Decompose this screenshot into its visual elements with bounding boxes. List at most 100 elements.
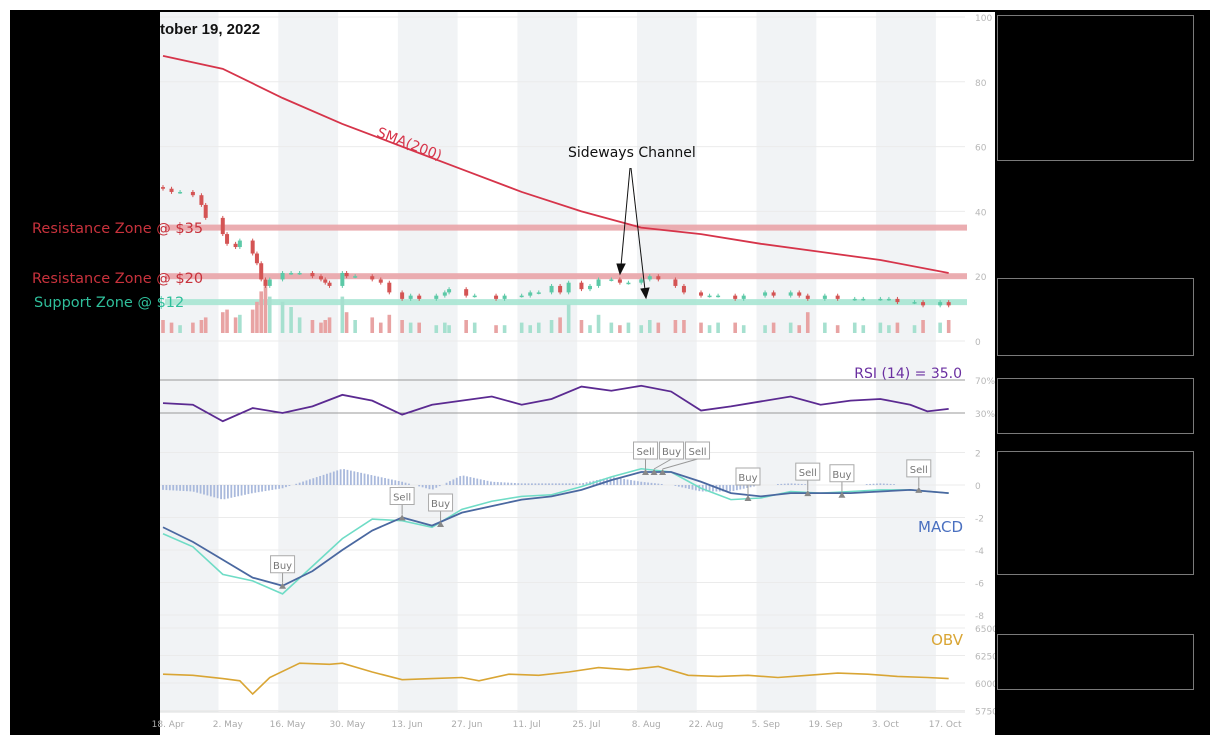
rsi-panel <box>160 379 965 423</box>
macd-histogram-bar <box>459 476 462 485</box>
macd-histogram-bar <box>660 483 663 485</box>
macd-histogram-bar <box>729 485 731 492</box>
volume-bar <box>682 320 686 333</box>
macd-histogram-bar <box>367 474 369 485</box>
candle-body <box>822 295 827 299</box>
candle-body <box>464 289 469 296</box>
macd-histogram-bar <box>267 485 270 491</box>
macd-y-tick: -2 <box>975 515 984 525</box>
macd-histogram-bar <box>893 484 895 485</box>
macd-histogram-bar <box>876 483 878 485</box>
candle-body <box>946 302 951 306</box>
candle-body <box>797 292 802 296</box>
volume-bar <box>502 325 507 333</box>
channel-arrows <box>616 167 650 300</box>
signal-marker <box>804 490 812 497</box>
zone-support-12 <box>165 299 967 306</box>
macd-histogram-bar <box>418 485 421 487</box>
macd-histogram-bar <box>565 483 567 485</box>
candle-body <box>741 295 746 299</box>
volume-bar <box>618 325 622 333</box>
macd-histogram-bar <box>507 482 509 485</box>
macd-histogram-bar <box>513 483 516 485</box>
candle-body <box>442 292 447 296</box>
support-12-label: Support Zone @ $12 <box>34 295 184 311</box>
obv-y-tick: 6250 <box>975 653 998 663</box>
volume-bar <box>417 322 421 333</box>
macd-histogram-bar <box>298 482 301 485</box>
volume-bar <box>528 325 533 333</box>
volume-bar <box>297 317 302 333</box>
price-y-tick: 20 <box>975 273 987 283</box>
candle-body <box>318 276 323 280</box>
volume-bar <box>823 322 827 333</box>
candle-body <box>203 204 208 218</box>
signal-flag-buy <box>735 467 761 486</box>
candle-body <box>502 295 507 299</box>
macd-histogram-bar <box>804 484 807 485</box>
volume-bar <box>263 286 268 333</box>
volume-bar <box>353 320 357 333</box>
candle-body <box>733 295 738 299</box>
macd-y-tick: -8 <box>975 612 984 622</box>
macd-histogram-bar <box>725 485 728 492</box>
zone-resistance-20 <box>165 273 967 280</box>
volume-bar <box>191 322 195 333</box>
macd-histogram-bar <box>346 469 349 485</box>
zone-resistance-35 <box>165 224 967 231</box>
macd-histogram-bar <box>230 485 233 498</box>
macd-histogram-bar <box>172 485 175 491</box>
macd-histogram-bar <box>449 481 451 485</box>
volume-bar <box>912 325 917 333</box>
volume-bar <box>938 322 942 333</box>
macd-histogram-bar <box>688 485 690 489</box>
x-tick-label: 13. Jun <box>391 720 422 730</box>
signal-flag-label: Buy <box>738 473 757 484</box>
volume-bar <box>566 304 571 333</box>
obv-panel <box>162 662 949 696</box>
macd-histogram-bar <box>199 485 202 494</box>
macd-histogram-bar <box>326 473 328 485</box>
signal-flag-label: Buy <box>273 561 292 572</box>
resistance-35-label: Resistance Zone @ $35 <box>32 221 203 237</box>
signal-marker <box>838 491 846 498</box>
candle-body <box>353 276 358 278</box>
macd-histogram-bar <box>257 485 260 493</box>
macd-histogram-bar <box>203 485 205 495</box>
macd-histogram-bar <box>582 483 585 485</box>
candle-body <box>626 282 631 285</box>
volume-bar <box>178 325 182 333</box>
candle-body <box>617 279 622 283</box>
macd-histogram-bar <box>466 476 468 485</box>
macd-histogram-bar <box>469 477 472 485</box>
macd-histogram-bar <box>749 485 752 488</box>
volume-bar <box>716 322 720 333</box>
macd-histogram-bar <box>650 482 653 485</box>
macd-histogram-bar <box>431 485 434 490</box>
macd-histogram-bar <box>186 485 188 492</box>
candle-body <box>161 187 165 189</box>
macd-histogram-bar <box>551 483 554 485</box>
candle-body <box>861 298 866 301</box>
macd-histogram-bar <box>240 485 243 496</box>
signal-marker <box>744 495 752 501</box>
macd-histogram-bar <box>329 472 332 485</box>
candle-body <box>494 295 499 299</box>
macd-histogram-bar <box>794 483 796 485</box>
candle-body <box>417 295 422 299</box>
volume-bar <box>220 312 225 333</box>
candle-body <box>323 279 328 283</box>
macd-histogram-bar <box>524 483 526 485</box>
macd-histogram-bar <box>343 469 345 485</box>
macd-histogram-bar <box>322 474 325 485</box>
price-y-tick: 80 <box>975 79 987 89</box>
macd-histogram-bar <box>223 485 226 500</box>
volume-bar <box>887 325 891 333</box>
x-tick-label: 18. Apr <box>152 720 185 730</box>
x-tick-label: 22. Aug <box>689 720 724 730</box>
macd-histogram-bar <box>872 483 875 485</box>
macd-histogram-bar <box>633 480 636 485</box>
volume-bar <box>797 325 802 333</box>
volume-bar <box>387 314 392 333</box>
macd-histogram-bar <box>647 482 649 485</box>
